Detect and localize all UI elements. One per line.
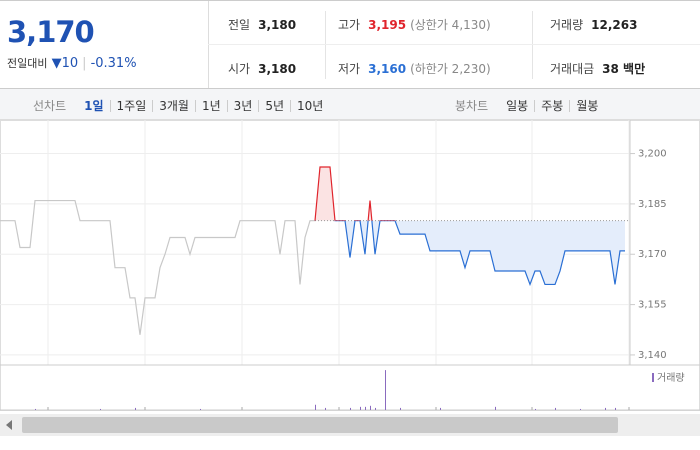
stat-label: 시가 xyxy=(228,62,251,76)
volume-bar xyxy=(370,405,371,410)
divider xyxy=(325,11,326,79)
area-down xyxy=(315,220,625,285)
tab[interactable]: 5년 xyxy=(258,99,290,112)
volume-bar xyxy=(35,408,36,410)
stat: 고가 3,195 (상한가 4,130) xyxy=(338,16,491,33)
stat-value: 38 백만 xyxy=(602,62,646,76)
tab-group-label: 봉차트 xyxy=(455,99,489,113)
tab-group-label: 선차트 xyxy=(33,99,67,113)
volume-bar xyxy=(315,404,316,410)
candle-tabs: 봉차트 일봉 주봉 월봉 xyxy=(455,97,604,114)
legend-label: 거래량 xyxy=(657,372,685,384)
stat-label: 전일 xyxy=(228,18,251,32)
volume-bar xyxy=(535,408,536,410)
stat: 거래량 12,263 xyxy=(550,16,637,33)
stat-note: (하한가 2,230) xyxy=(410,62,491,76)
stat-label: 저가 xyxy=(338,62,361,76)
line xyxy=(0,199,315,335)
volume-bar xyxy=(400,407,401,410)
stat-label: 거래대금 xyxy=(550,62,595,76)
stat: 시가 3,180 xyxy=(228,60,296,77)
y-tick-label: 3,155 xyxy=(638,300,667,311)
tab[interactable]: 1년 xyxy=(194,99,227,112)
scroll-thumb[interactable] xyxy=(22,417,618,433)
volume-bar xyxy=(360,406,361,410)
change-value: 10 xyxy=(61,56,79,71)
tab[interactable]: 3년 xyxy=(226,99,259,112)
y-tick-label: 3,200 xyxy=(638,149,667,160)
header: 3,170 전일대비 ▼10 | -0.31% 전일 3,180 고가 3,195 (상한가… xyxy=(0,0,700,88)
stat-value: 3,160 xyxy=(368,62,407,76)
volume-bar xyxy=(605,407,606,410)
tab-bar: 선차트 1일 1주일 3개월 1년 3년 5년 10년 봉차트 일봉 주봉 월봉 xyxy=(0,88,700,120)
stat: 전일 3,180 xyxy=(228,16,296,33)
line-down xyxy=(314,220,625,287)
volume-bar xyxy=(580,408,581,410)
chart: 3,200 3,185 3,170 3,155 3,140 거래량 xyxy=(0,120,700,411)
volume-bar xyxy=(440,407,441,410)
legend-swatch xyxy=(652,373,654,382)
tab[interactable]: 월봉 xyxy=(569,99,604,112)
volume-bar xyxy=(100,408,101,410)
scroll-left[interactable] xyxy=(6,420,12,430)
volume-bar xyxy=(495,406,496,410)
y-tick-label: 3,185 xyxy=(638,199,667,210)
y-tick-label: 3,170 xyxy=(638,249,667,260)
volume-bar xyxy=(350,407,351,410)
volume-bar xyxy=(365,406,366,410)
volume-bar xyxy=(385,370,386,410)
down-arrow: ▼ xyxy=(51,56,62,71)
price: 3,170 xyxy=(7,15,95,49)
line-tabs: 선차트 1일 1주일 3개월 1년 3년 5년 10년 xyxy=(33,97,329,114)
divider xyxy=(208,44,700,45)
volume-bar xyxy=(375,407,376,410)
divider xyxy=(532,11,533,79)
stat: 거래대금 38 백만 xyxy=(550,60,645,77)
volume-bar xyxy=(135,407,136,410)
stat-value: 3,180 xyxy=(258,62,297,76)
stat-label: 고가 xyxy=(338,18,361,32)
stat-label: 거래량 xyxy=(550,18,584,32)
volume-bar xyxy=(325,407,326,410)
tab[interactable]: 1일 xyxy=(84,98,104,113)
volume-bar xyxy=(200,408,201,410)
tab[interactable]: 10년 xyxy=(290,99,329,112)
plot-border xyxy=(0,120,700,411)
change-label: 전일대비 xyxy=(7,57,48,70)
stat-value: 3,195 xyxy=(368,18,407,32)
stat-value: 3,180 xyxy=(258,18,297,32)
tab[interactable]: 주봉 xyxy=(534,99,569,112)
y-tick-label: 3,140 xyxy=(638,350,667,361)
tab[interactable]: 일봉 xyxy=(506,98,529,113)
price-box: 3,170 전일대비 ▼10 | -0.31% xyxy=(0,1,209,88)
volume-bar xyxy=(615,407,616,410)
stat-value: 12,263 xyxy=(591,18,638,32)
change-pct: -0.31% xyxy=(90,56,137,71)
stat-note: (상한가 4,130) xyxy=(410,18,491,32)
stat: 저가 3,160 (하한가 2,230) xyxy=(338,60,491,77)
scrollbar[interactable] xyxy=(0,414,700,436)
tab[interactable]: 3개월 xyxy=(152,99,195,112)
tab[interactable]: 1주일 xyxy=(109,99,153,112)
volume-bar xyxy=(555,407,556,410)
change: 전일대비 ▼10 | -0.31% xyxy=(7,56,137,71)
